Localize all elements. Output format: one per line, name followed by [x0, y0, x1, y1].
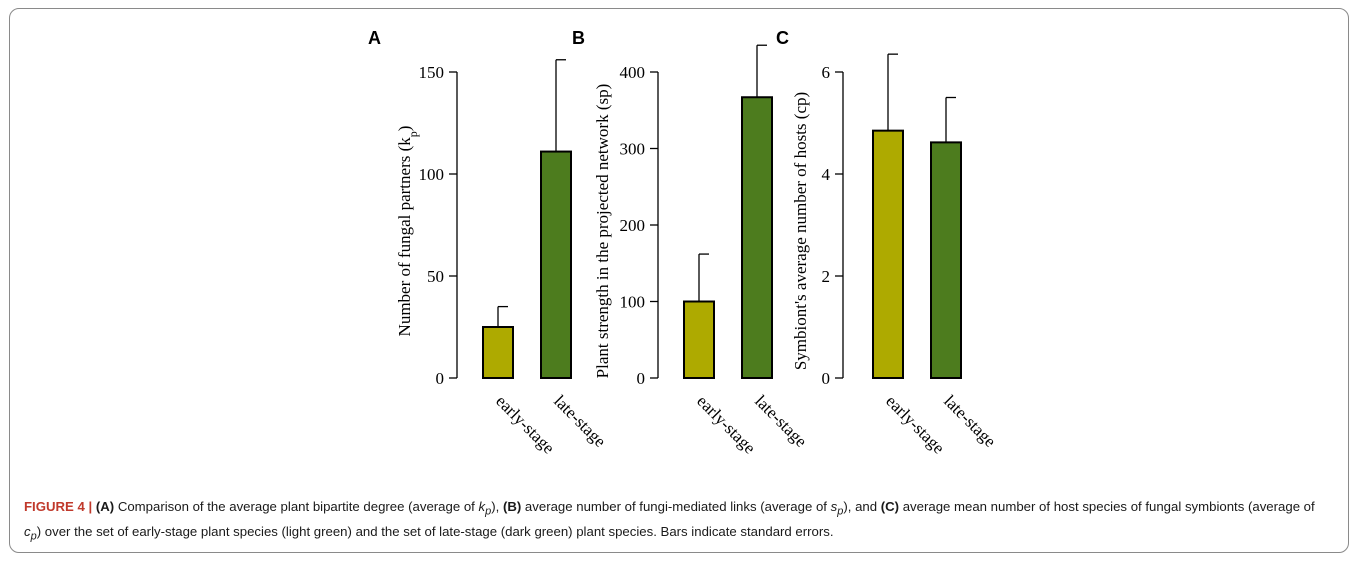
bar-b-early-stage: [683, 300, 715, 379]
y-tick-label-b: 100: [620, 293, 646, 312]
caption-var-s-sub: p: [837, 505, 844, 518]
bar-a-late-stage: [540, 150, 572, 379]
caption-text-b: average number of fungi-mediated links (…: [521, 499, 831, 514]
y-axis-label-a: Number of fungal partners (kp): [395, 126, 420, 337]
caption-after-b: ), and: [843, 499, 881, 514]
panel-c: C 0 2 4 6 Symbiont's average number of hosts …: [776, 28, 1000, 458]
caption-tag-a: (A): [95, 499, 115, 514]
x-tick-label-c-late-stage: late-stage: [940, 391, 999, 450]
y-tick-label-a: 150: [419, 63, 445, 82]
y-axis-label-c: Symbiont's average number of hosts (cp): [791, 92, 810, 370]
figure-label: FIGURE 4 |: [24, 499, 96, 514]
y-tick-label-c: 6: [822, 63, 831, 82]
y-tick-label-c: 2: [822, 267, 831, 286]
bar-b-late-stage: [741, 96, 773, 380]
bar-c-early-stage: [872, 129, 904, 379]
y-tick-label-a: 0: [436, 369, 445, 388]
caption-rest: ) over the set of early-stage plant spec…: [36, 523, 834, 539]
y-tick-label-b: 0: [637, 369, 646, 388]
y-tick-label-a: 50: [427, 267, 444, 286]
y-axis-label-b: Plant strength in the projected network …: [593, 84, 612, 379]
y-tick-label-b: 300: [620, 140, 646, 159]
caption-var-c: c: [24, 523, 31, 539]
caption-var-k: k: [478, 499, 486, 514]
x-tick-label-a-late-stage: late-stage: [550, 391, 609, 450]
figure-frame: [9, 8, 1349, 553]
caption-tag-b: (B): [502, 499, 522, 514]
panel-a: A 0 50 100 150 Number of fungal partners (kp)…: [368, 28, 610, 458]
y-tick-label-c: 0: [822, 369, 831, 388]
y-axis-label-sub-a: p: [406, 131, 420, 137]
figure-caption: FIGURE 4 | (A) Comparison of the average…: [24, 497, 1334, 546]
x-tick-label-b-late-stage: late-stage: [751, 391, 810, 450]
y-tick-label-b: 400: [620, 63, 646, 82]
bar-a-early-stage: [482, 326, 514, 379]
caption-after-a: ),: [491, 499, 503, 514]
caption-var-c-sub: p: [30, 530, 37, 543]
y-tick-label-a: 100: [419, 165, 445, 184]
caption-tag-c: (C): [880, 499, 900, 514]
y-axis-label-main-a: Number of fungal partners (k: [395, 137, 414, 337]
panel-b: B 0 100 200 300 400 Plant strength in the proj…: [572, 28, 811, 458]
y-tick-label-b: 200: [620, 216, 646, 235]
x-tick-label-b-early-stage: early-stage: [693, 391, 759, 457]
figure-panels: A 0 50 100 150 Number of fungal partners (kp)…: [368, 28, 1000, 458]
caption-text-a: Comparison of the average plant bipartit…: [114, 499, 479, 514]
panel-c-label: C: [776, 28, 789, 48]
bar-c-late-stage: [930, 141, 962, 379]
panel-a-label: A: [368, 28, 381, 48]
x-tick-label-c-early-stage: early-stage: [882, 391, 948, 457]
caption-var-k-sub: p: [485, 505, 492, 518]
panel-b-label: B: [572, 28, 585, 48]
caption-var-s: s: [830, 499, 838, 514]
caption-text-c: average mean number of host species of f…: [899, 499, 1315, 514]
x-tick-label-a-early-stage: early-stage: [492, 391, 558, 457]
y-axis-label-tail-a: ): [395, 126, 414, 132]
y-tick-label-c: 4: [822, 165, 831, 184]
